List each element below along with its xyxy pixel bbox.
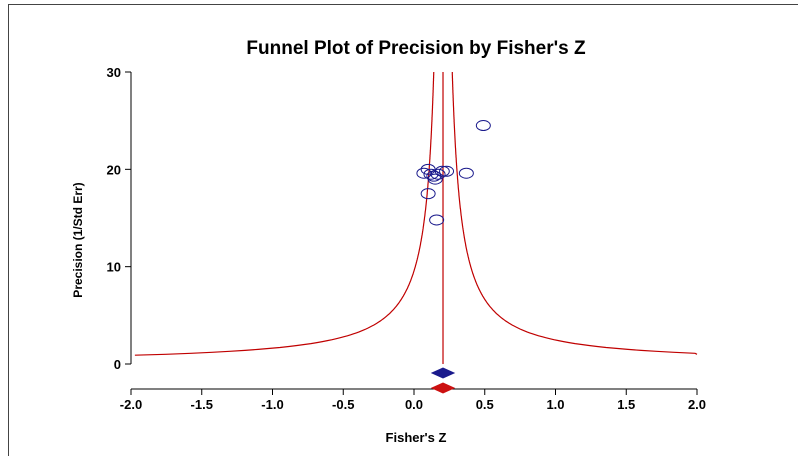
axes: 0 10 20 30 -2.0 -1.5 -1.0 -0.5 0.0 0.5 1.0 1.5 2.0 bbox=[107, 65, 707, 412]
x-tick-label: -1.5 bbox=[191, 397, 213, 412]
study-point bbox=[458, 167, 474, 179]
y-axis-label: Precision (1/Std Err) bbox=[71, 182, 85, 297]
adjusted-summary-diamond bbox=[430, 382, 456, 394]
funnel-right-limit bbox=[451, 72, 698, 355]
y-tick-label: 20 bbox=[107, 162, 121, 177]
study-point bbox=[429, 214, 445, 226]
x-tick-label: -2.0 bbox=[120, 397, 142, 412]
y-tick-label: 0 bbox=[114, 357, 121, 372]
summary-diamonds bbox=[430, 367, 456, 394]
x-tick-label: 1.5 bbox=[617, 397, 635, 412]
y-tick-label: 10 bbox=[107, 260, 121, 275]
x-axis-label: Fisher's Z bbox=[386, 430, 447, 445]
y-tick-label: 30 bbox=[107, 65, 121, 80]
funnel-left-limit bbox=[134, 71, 435, 356]
study-points bbox=[416, 120, 491, 226]
x-tick-label: -0.5 bbox=[332, 397, 354, 412]
chart-frame bbox=[8, 4, 798, 456]
study-point bbox=[475, 120, 491, 132]
x-tick-label: 2.0 bbox=[688, 397, 706, 412]
funnel-lines bbox=[134, 71, 698, 364]
study-point bbox=[420, 188, 436, 200]
study-point bbox=[439, 165, 455, 177]
observed-summary-diamond bbox=[430, 367, 456, 379]
x-tick-label: 1.0 bbox=[546, 397, 564, 412]
study-point bbox=[427, 173, 443, 185]
x-tick-label: 0.0 bbox=[405, 397, 423, 412]
study-point bbox=[430, 168, 446, 180]
x-tick-label: 0.5 bbox=[476, 397, 494, 412]
x-tick-label: -1.0 bbox=[261, 397, 283, 412]
chart-title: Funnel Plot of Precision by Fisher's Z bbox=[246, 38, 586, 59]
